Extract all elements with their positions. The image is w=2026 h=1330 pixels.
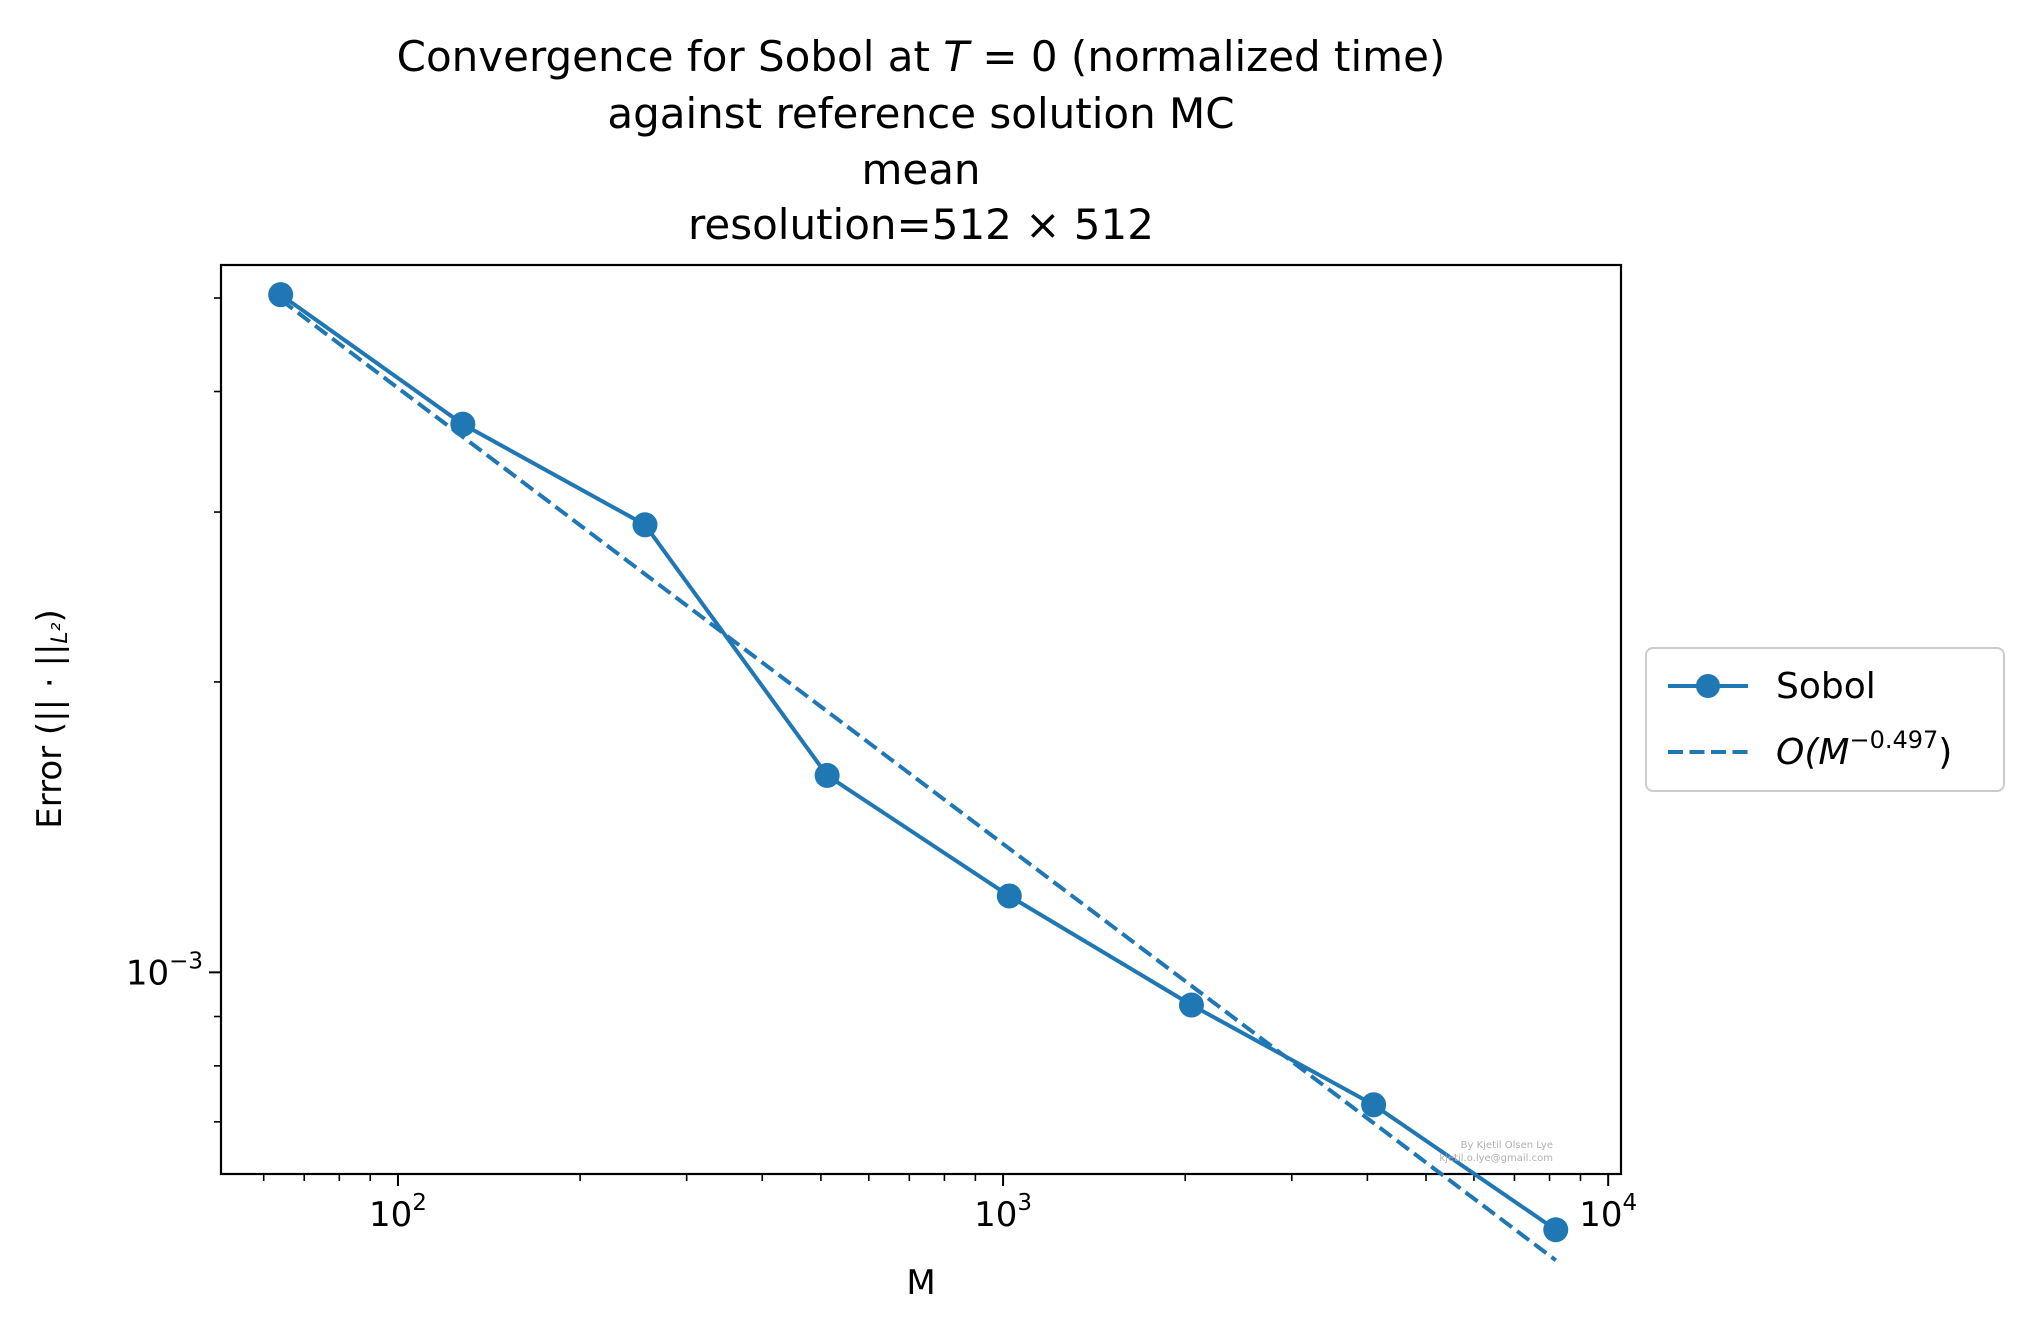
- y-tick-label: 10−3: [126, 948, 203, 993]
- x-tick-label: 102: [369, 1190, 427, 1235]
- sobol-point: [996, 883, 1022, 909]
- sobol-point: [1178, 992, 1204, 1018]
- y-minor-ticks: [214, 297, 221, 1123]
- y-tick-base: 10: [126, 953, 169, 993]
- x-tick-base: 10: [1579, 1195, 1622, 1235]
- legend-fit-label: O(M−0.497): [1776, 726, 1952, 773]
- watermark-line-2: kjetil.o.lye@gmail.com: [1439, 1153, 1553, 1164]
- y-axis-label: Error (|| · ||L²): [30, 609, 73, 829]
- sobol-point: [632, 512, 658, 538]
- sobol-line: [279, 293, 1557, 1232]
- legend-fit-label-exponent: −0.497: [1849, 726, 1938, 754]
- y-axis-label-close: ): [30, 609, 70, 622]
- legend-fit-label-prefix: O(M: [1776, 732, 1849, 773]
- x-tick-label: 103: [974, 1190, 1032, 1235]
- legend: Sobol O(M−0.497): [1645, 647, 2005, 792]
- x-tick-exponent: 4: [1622, 1190, 1637, 1216]
- x-tick-label: 104: [1579, 1190, 1637, 1235]
- plot-frame: [219, 263, 1623, 1176]
- series-layer: [268, 282, 1569, 1262]
- x-tick-base: 10: [974, 1195, 1017, 1235]
- title-line-2: against reference solution MC: [607, 89, 1234, 138]
- legend-sobol-label: Sobol: [1776, 666, 1876, 707]
- legend-box: [1645, 647, 2005, 792]
- title-line-4: resolution=512 × 512: [688, 200, 1154, 249]
- x-tick-exponent: 3: [1017, 1190, 1032, 1216]
- sobol-point: [450, 411, 476, 437]
- sobol-point: [268, 282, 294, 308]
- sobol-point: [1543, 1217, 1569, 1243]
- legend-sobol-marker: [1696, 674, 1720, 698]
- y-major-ticks: 10−3: [126, 948, 221, 993]
- watermark: By Kjetil Olsen Lye kjetil.o.lye@gmail.c…: [1439, 1140, 1553, 1164]
- fit-line: [279, 298, 1558, 1262]
- x-tick-exponent: 2: [412, 1190, 427, 1216]
- sobol-point: [814, 762, 840, 788]
- y-tick-exponent: −3: [169, 948, 203, 974]
- title-line-3: mean: [861, 145, 980, 194]
- legend-fit-label-suffix: ): [1938, 732, 1952, 773]
- title-line-1: Convergence for Sobol at T = 0 (normaliz…: [397, 32, 1446, 81]
- title-line-1-part-1: Convergence for Sobol at: [397, 32, 944, 81]
- title-italic-T: T: [943, 32, 972, 81]
- y-axis-label-main: Error (|| · ||: [30, 644, 70, 829]
- sobol-point: [1361, 1092, 1387, 1118]
- x-axis-label: M: [906, 1263, 935, 1303]
- watermark-line-1: By Kjetil Olsen Lye: [1461, 1140, 1553, 1151]
- y-axis-label-subscript: L²: [48, 622, 73, 643]
- title-line-1-part-2: = 0 (normalized time): [969, 32, 1445, 81]
- chart-title: Convergence for Sobol at T = 0 (normaliz…: [397, 32, 1446, 249]
- x-major-ticks: 102 103 104: [369, 1174, 1637, 1235]
- x-tick-base: 10: [369, 1195, 412, 1235]
